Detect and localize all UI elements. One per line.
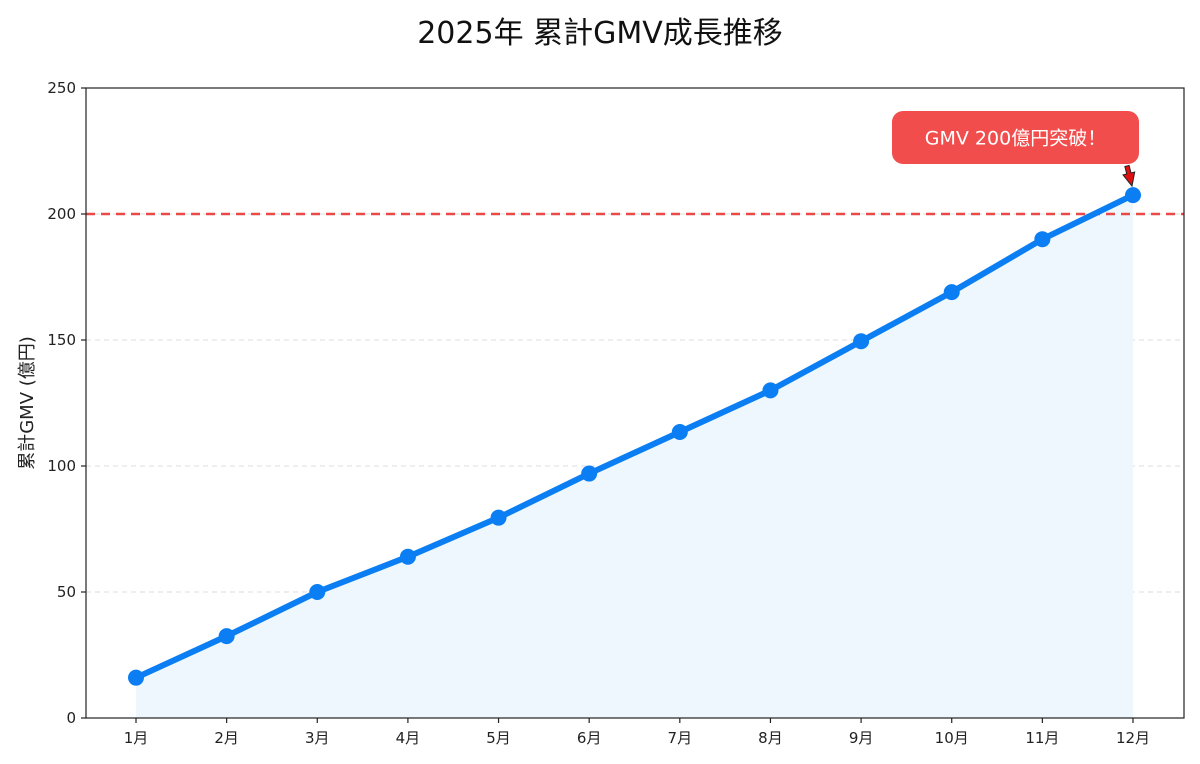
- y-tick-label: 200: [47, 205, 76, 223]
- x-tick-label: 4月: [396, 729, 421, 747]
- x-tick-label: 9月: [849, 729, 874, 747]
- x-tick-label: 2月: [214, 729, 239, 747]
- data-point: [309, 584, 326, 600]
- x-tick-label: 8月: [758, 729, 783, 747]
- data-point: [853, 333, 870, 350]
- x-axis-ticks: 1月 2月 3月 4月 5月 6月 7月 8月 9月 10月 11月 12月: [124, 718, 1150, 747]
- annotation-callout: GMV 200億円突破！: [892, 111, 1139, 188]
- area-fill: [136, 195, 1133, 719]
- y-axis-label: 累計GMV (億円): [17, 336, 38, 470]
- y-tick-label: 0: [66, 709, 76, 727]
- x-tick-label: 11月: [1025, 729, 1059, 747]
- x-tick-label: 3月: [305, 729, 330, 747]
- data-point: [581, 465, 598, 482]
- x-tick-label: 7月: [668, 729, 693, 747]
- y-tick-label: 150: [47, 331, 76, 349]
- y-tick-label: 100: [47, 457, 76, 475]
- x-tick-label: 1月: [124, 729, 149, 747]
- y-tick-label: 50: [57, 583, 76, 601]
- series-line: [133, 192, 1136, 681]
- data-point: [218, 628, 235, 645]
- x-tick-label: 5月: [486, 729, 511, 747]
- data-point: [943, 284, 960, 301]
- data-point: [1125, 187, 1141, 204]
- y-tick-label: 250: [47, 79, 76, 97]
- chart-title: 2025年 累計GMV成長推移: [417, 16, 783, 51]
- x-tick-label: 12月: [1116, 729, 1150, 747]
- x-tick-label: 6月: [577, 729, 602, 747]
- annotation-box: [892, 111, 1139, 164]
- data-point: [128, 669, 144, 686]
- annotation-text: GMV 200億円突破！: [925, 128, 1106, 150]
- data-point: [490, 509, 507, 526]
- data-points: [128, 187, 1141, 686]
- plot-frame: [85, 87, 1185, 719]
- x-tick-label: 10月: [935, 729, 969, 747]
- data-point: [762, 382, 779, 399]
- data-point: [399, 548, 416, 565]
- data-point: [671, 423, 688, 440]
- data-point: [1034, 231, 1051, 248]
- y-axis-ticks: 0 50 100 150 200 250: [47, 79, 86, 727]
- annotation-arrow: [1122, 164, 1136, 188]
